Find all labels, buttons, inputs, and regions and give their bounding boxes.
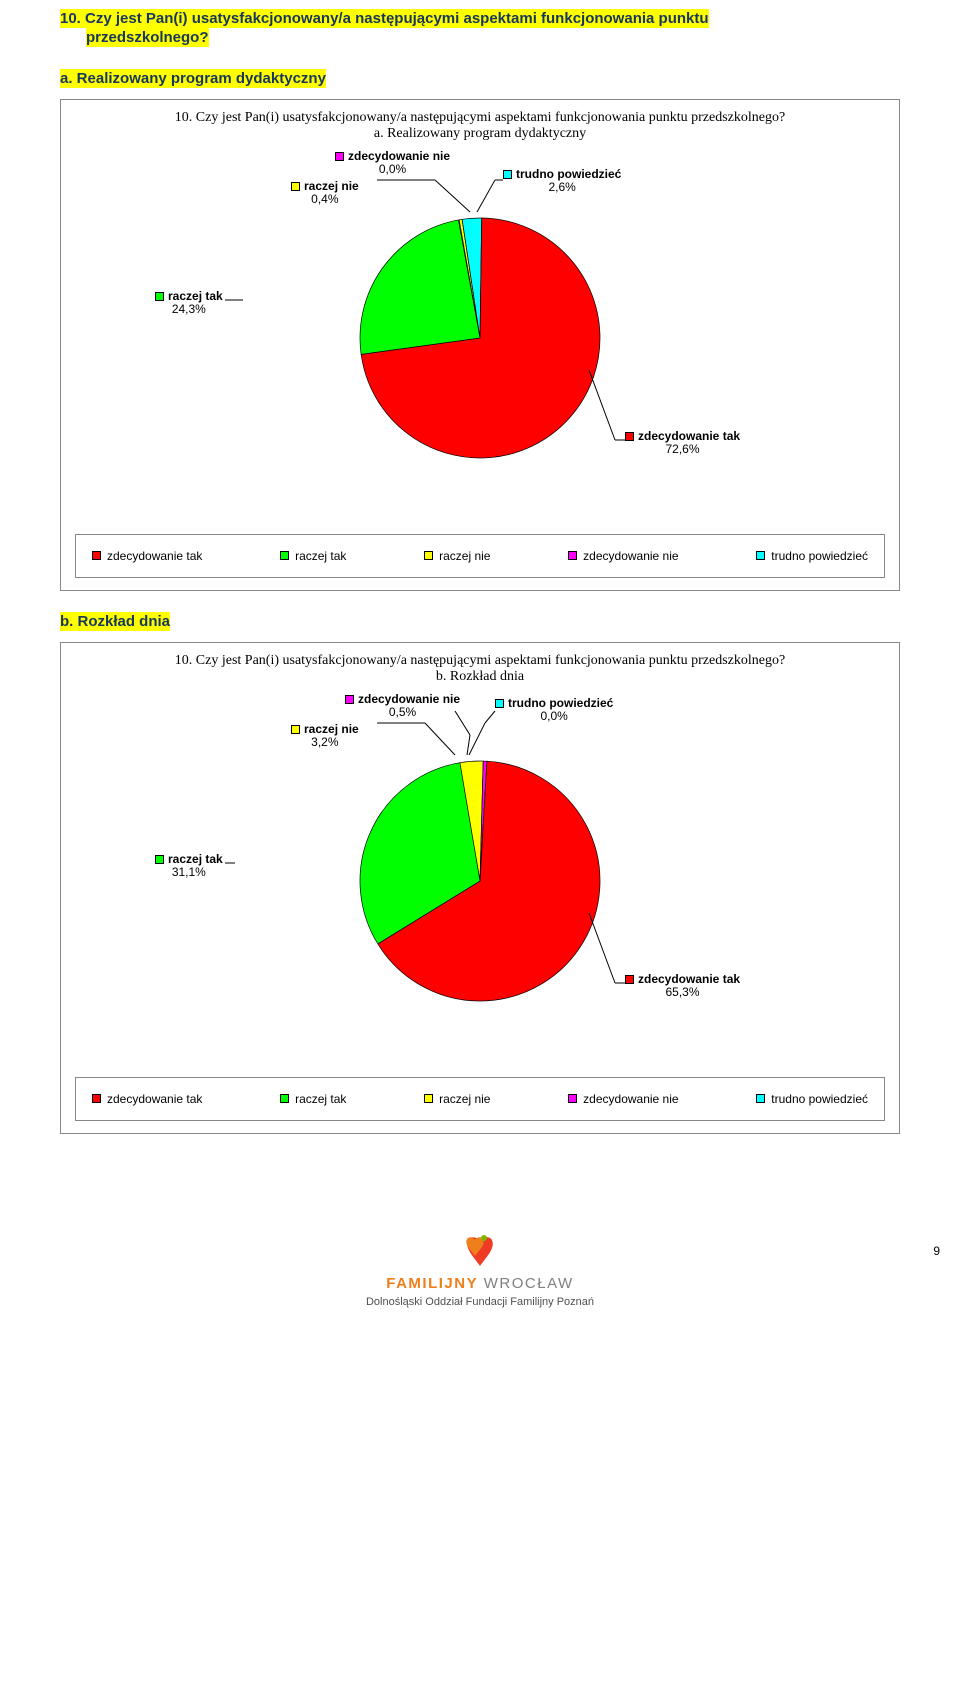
footer-brand: FAMILIJNY WROCŁAW — [60, 1275, 900, 1292]
footer-line: Dolnośląski Oddział Fundacji Familijny P… — [60, 1296, 900, 1308]
swatch-red — [625, 975, 634, 984]
chart-a-title: 10. Czy jest Pan(i) usatysfakcjonowany/a… — [75, 110, 885, 126]
label-a-zdecydowanie-nie: zdecydowanie nie 0,0% — [335, 150, 450, 178]
chart-a-subtitle: a. Realizowany program dydaktyczny — [75, 126, 885, 142]
legend-b: zdecydowanie tak raczej tak raczej nie z… — [75, 1077, 885, 1121]
legend-item: zdecydowanie nie — [568, 1092, 678, 1106]
swatch-magenta — [345, 695, 354, 704]
footer: FAMILIJNY WROCŁAW Dolnośląski Oddział Fu… — [60, 1234, 900, 1308]
swatch-yellow — [291, 725, 300, 734]
pie-a-svg — [350, 208, 610, 468]
label-a-raczej-tak: raczej tak 24,3% — [155, 290, 223, 318]
logo-icon — [462, 1234, 498, 1268]
chart-panel-a: 10. Czy jest Pan(i) usatysfakcjonowany/a… — [60, 99, 900, 591]
legend-item: raczej nie — [424, 1092, 490, 1106]
label-b-raczej-nie: raczej nie 3,2% — [291, 723, 359, 751]
question-line1: 10. Czy jest Pan(i) usatysfakcjonowany/a… — [60, 10, 709, 27]
swatch-red — [625, 432, 634, 441]
legend-a: zdecydowanie tak raczej tak raczej nie z… — [75, 534, 885, 578]
chart-a-pie — [350, 208, 610, 473]
legend-item: zdecydowanie tak — [92, 1092, 202, 1106]
swatch-cyan — [503, 170, 512, 179]
legend-item: trudno powiedzieć — [756, 549, 868, 563]
swatch-green — [155, 292, 164, 301]
chart-a-area: zdecydowanie nie 0,0% raczej nie 0,4% tr… — [75, 150, 885, 520]
subheader-b-text: b. Rozkład dnia — [60, 613, 170, 630]
label-b-zdecydowanie-tak: zdecydowanie tak 65,3% — [625, 973, 740, 1001]
chart-b-area: zdecydowanie nie 0,5% raczej nie 3,2% tr… — [75, 693, 885, 1063]
label-b-zdecydowanie-nie: zdecydowanie nie 0,5% — [345, 693, 460, 721]
label-a-raczej-nie: raczej nie 0,4% — [291, 180, 359, 208]
legend-item: raczej tak — [280, 549, 346, 563]
label-a-trudno: trudno powiedzieć 2,6% — [503, 168, 621, 196]
legend-item: zdecydowanie nie — [568, 549, 678, 563]
pie-b-svg — [350, 751, 610, 1011]
legend-item: zdecydowanie tak — [92, 549, 202, 563]
label-b-trudno: trudno powiedzieć 0,0% — [495, 697, 613, 725]
chart-b-title: 10. Czy jest Pan(i) usatysfakcjonowany/a… — [75, 653, 885, 669]
question-line2: przedszkolnego? — [86, 29, 209, 46]
question-header: 10. Czy jest Pan(i) usatysfakcjonowany/a… — [60, 10, 900, 48]
chart-b-pie — [350, 751, 610, 1016]
legend-item: trudno powiedzieć — [756, 1092, 868, 1106]
label-b-raczej-tak: raczej tak 31,1% — [155, 853, 223, 881]
subheader-a-text: a. Realizowany program dydaktyczny — [60, 70, 326, 87]
subheader-a: a. Realizowany program dydaktyczny — [60, 70, 900, 87]
page-number: 9 — [933, 1244, 940, 1258]
swatch-yellow — [291, 182, 300, 191]
chart-b-subtitle: b. Rozkład dnia — [75, 669, 885, 685]
swatch-cyan — [495, 699, 504, 708]
chart-panel-b: 10. Czy jest Pan(i) usatysfakcjonowany/a… — [60, 642, 900, 1134]
legend-item: raczej nie — [424, 549, 490, 563]
label-a-zdecydowanie-tak: zdecydowanie tak 72,6% — [625, 430, 740, 458]
swatch-green — [155, 855, 164, 864]
subheader-b: b. Rozkład dnia — [60, 613, 900, 630]
swatch-magenta — [335, 152, 344, 161]
legend-item: raczej tak — [280, 1092, 346, 1106]
